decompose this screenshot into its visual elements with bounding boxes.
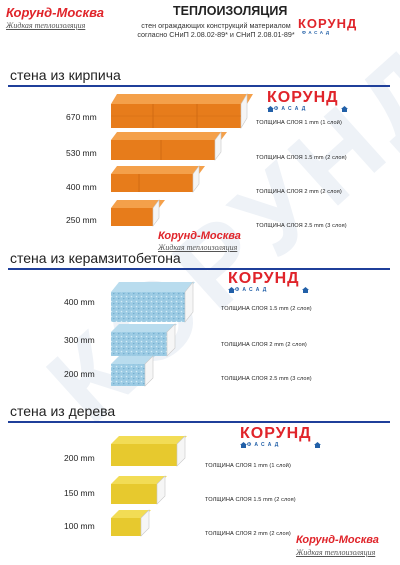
- layer-caption: ТОЛЩИНА СЛОЯ 1.5 mm (2 слоя): [256, 155, 347, 161]
- section-title-claydite: стена из керамзитобетона: [10, 250, 181, 266]
- wood-wall-diagrams: [111, 435, 187, 537]
- brand-subtitle: Жидкая теплоизоляция: [6, 21, 86, 30]
- layer-caption: ТОЛЩИНА СЛОЯ 2 mm (2 слоя): [256, 189, 342, 195]
- wood-block-100: [111, 509, 151, 537]
- korund-logo-wood: КОРУНД ФАСАД: [240, 425, 324, 449]
- dim-label: 150 mm: [64, 488, 95, 498]
- korund-logo-brick: КОРУНД ФАСАД: [267, 89, 351, 113]
- korund-logo: КОРУНД ФАСАД: [298, 16, 382, 40]
- claydite-block-400: [111, 281, 195, 323]
- layer-caption: ТОЛЩИНА СЛОЯ 2 mm (2 слоя): [221, 342, 307, 348]
- layer-caption: ТОЛЩИНА СЛОЯ 1 mm (1 слой): [205, 463, 291, 469]
- logo-word: КОРУНД: [267, 89, 339, 106]
- page-title: ТЕПЛОИЗОЛЯЦИЯ: [173, 4, 288, 18]
- claydite-block-300: [111, 323, 177, 357]
- logo-word: КОРУНД: [298, 16, 358, 31]
- wood-block-200: [111, 435, 187, 467]
- section-title-brick: стена из кирпича: [10, 67, 121, 83]
- dim-label: 200 mm: [64, 453, 95, 463]
- brick-block-400: [111, 165, 205, 193]
- brick-wall-diagrams: [111, 92, 253, 227]
- layer-caption: ТОЛЩИНА СЛОЯ 2.5 mm (3 слоя): [256, 223, 347, 229]
- dim-label: 400 mm: [66, 182, 97, 192]
- page-subtitle: стен ограждающих конструкций материалом …: [112, 21, 320, 39]
- brand-name-bottom: Корунд-Москва: [296, 534, 379, 546]
- logo-word: КОРУНД: [240, 425, 312, 442]
- logo-sub: ФАСАД: [302, 30, 332, 35]
- layer-caption: ТОЛЩИНА СЛОЯ 1.5 mm (2 слоя): [221, 306, 312, 312]
- house-icon: [228, 287, 235, 293]
- house-icon: [302, 287, 309, 293]
- dim-label: 670 mm: [66, 112, 97, 122]
- logo-sub: ФАСАД: [274, 106, 309, 112]
- dim-label: 400 mm: [64, 297, 95, 307]
- house-icon: [267, 106, 274, 112]
- section-rule-brick: [8, 85, 390, 87]
- layer-caption: ТОЛЩИНА СЛОЯ 2.5 mm (3 слоя): [221, 376, 312, 382]
- dim-label: 100 mm: [64, 521, 95, 531]
- house-icon: [341, 106, 348, 112]
- section-title-wood: стена из дерева: [10, 403, 116, 419]
- section-rule-claydite: [8, 268, 390, 270]
- brand-subtitle-mid: Жидкая теплоизоляция: [158, 243, 238, 252]
- brand-subtitle-bottom: Жидкая теплоизоляция: [296, 548, 376, 557]
- logo-sub: ФАСАД: [235, 287, 270, 293]
- dim-label: 200 mm: [64, 369, 95, 379]
- dim-label: 530 mm: [66, 148, 97, 158]
- logo-word: КОРУНД: [228, 270, 300, 287]
- brick-block-670: [111, 92, 253, 130]
- claydite-wall-diagrams: [111, 281, 195, 387]
- subtitle-line-2: согласно СНиП 2.08.02-89* и СНиП 2.08.01…: [137, 30, 295, 39]
- wood-block-150: [111, 475, 167, 505]
- layer-caption: ТОЛЩИНА СЛОЯ 1 mm (1 слой): [256, 120, 342, 126]
- brand-name-mid: Корунд-Москва: [158, 230, 241, 242]
- layer-caption: ТОЛЩИНА СЛОЯ 1.5 mm (2 слоя): [205, 497, 296, 503]
- brand-name: Корунд-Москва: [6, 5, 104, 20]
- dim-label: 300 mm: [64, 335, 95, 345]
- subtitle-line-1: стен ограждающих конструкций материалом: [141, 21, 291, 30]
- house-icon: [314, 442, 321, 448]
- korund-logo-claydite: КОРУНД ФАСАД: [228, 270, 312, 294]
- claydite-block-200: [111, 355, 155, 387]
- logo-sub: ФАСАД: [247, 442, 282, 448]
- dim-label: 250 mm: [66, 215, 97, 225]
- brick-block-530: [111, 131, 227, 161]
- brick-block-250: [111, 199, 165, 227]
- house-icon: [240, 442, 247, 448]
- section-rule-wood: [8, 421, 390, 423]
- layer-caption: ТОЛЩИНА СЛОЯ 2 mm (2 слоя): [205, 531, 291, 537]
